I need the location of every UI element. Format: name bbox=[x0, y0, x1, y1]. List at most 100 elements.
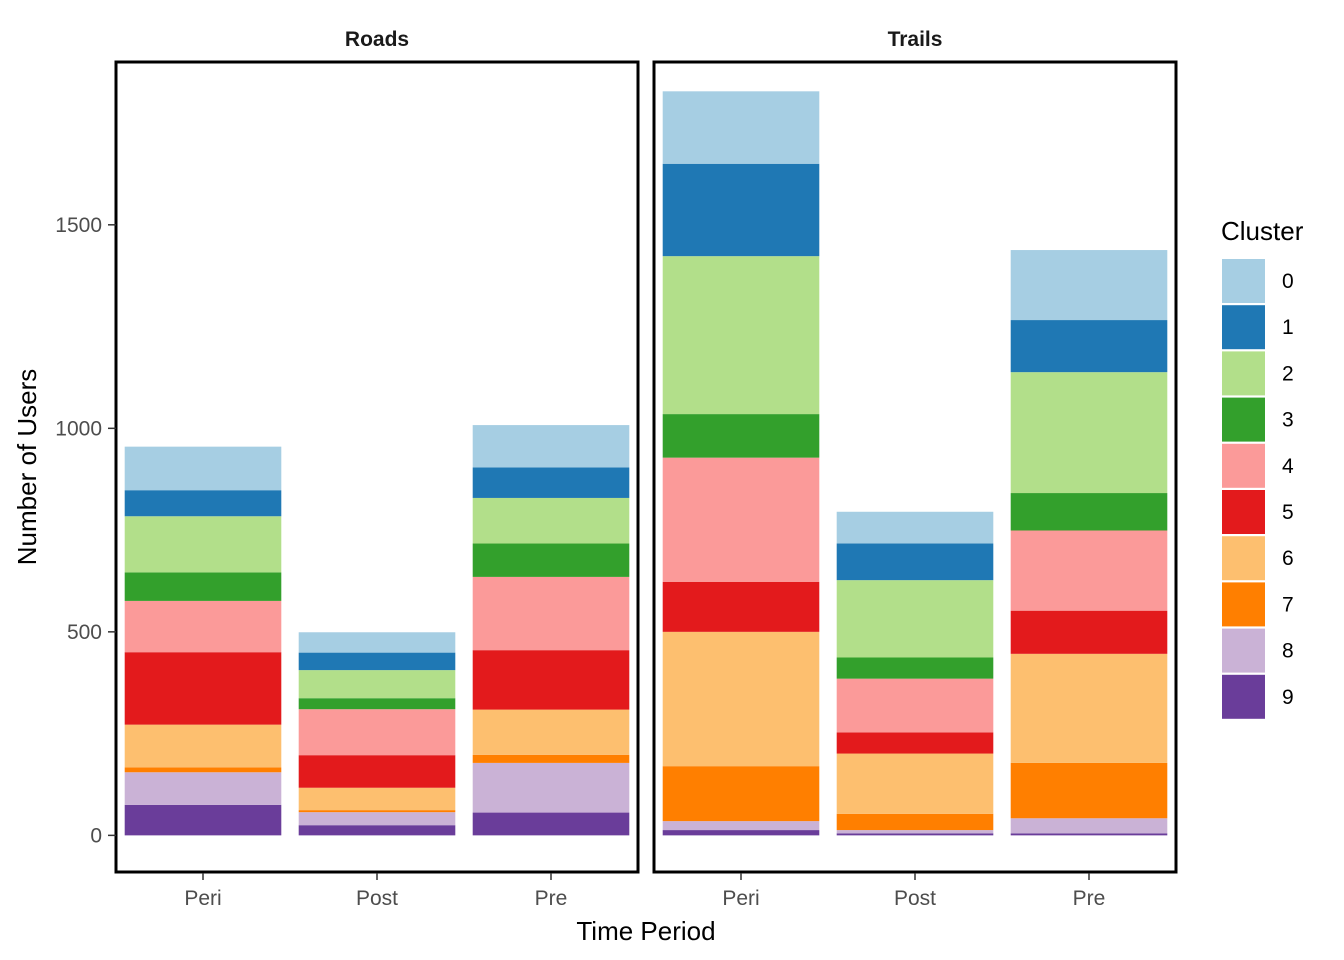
bar-segment-trails-peri-cluster-3 bbox=[662, 414, 820, 458]
legend-label-5: 5 bbox=[1282, 501, 1294, 524]
bar-segment-trails-post-cluster-1 bbox=[836, 543, 994, 581]
x-tick-label-trails-pre: Pre bbox=[1073, 887, 1106, 910]
bar-segment-trails-pre-cluster-4 bbox=[1010, 530, 1168, 611]
bar-segment-roads-pre-cluster-8 bbox=[472, 762, 630, 813]
bar-segment-trails-post-cluster-5 bbox=[836, 732, 994, 754]
legend-key-6 bbox=[1222, 536, 1265, 581]
legend-label-9: 9 bbox=[1282, 686, 1294, 709]
bar-segment-roads-pre-cluster-2 bbox=[472, 497, 630, 544]
bar-segment-roads-peri-cluster-5 bbox=[124, 652, 282, 725]
legend-label-2: 2 bbox=[1282, 362, 1294, 385]
legend-label-7: 7 bbox=[1282, 593, 1294, 616]
bar-segment-trails-pre-cluster-1 bbox=[1010, 320, 1168, 373]
bar-segment-trails-pre-cluster-0 bbox=[1010, 250, 1168, 321]
bar-segment-roads-pre-cluster-9 bbox=[472, 812, 630, 836]
bar-segment-trails-post-cluster-7 bbox=[836, 813, 994, 831]
bar-segment-roads-peri-cluster-4 bbox=[124, 600, 282, 653]
bar-segment-roads-post-cluster-3 bbox=[298, 698, 456, 710]
x-tick-label-trails-peri: Peri bbox=[722, 887, 759, 910]
bar-segment-trails-pre-cluster-6 bbox=[1010, 653, 1168, 763]
bar-segment-trails-pre-cluster-3 bbox=[1010, 493, 1168, 531]
bar-segment-roads-peri-cluster-3 bbox=[124, 572, 282, 601]
x-tick-label-roads-peri: Peri bbox=[184, 887, 221, 910]
bar-segment-trails-peri-cluster-4 bbox=[662, 457, 820, 582]
legend-label-6: 6 bbox=[1282, 547, 1294, 570]
bar-segment-roads-pre-cluster-5 bbox=[472, 650, 630, 710]
y-tick-label-0: 0 bbox=[90, 824, 102, 847]
bar-segment-roads-pre-cluster-0 bbox=[472, 425, 630, 468]
x-tick-label-roads-post: Post bbox=[356, 887, 398, 910]
bar-segment-trails-pre-cluster-9 bbox=[1010, 833, 1168, 836]
legend-key-4 bbox=[1222, 443, 1265, 488]
bar-segment-roads-pre-cluster-6 bbox=[472, 709, 630, 755]
y-tick-label-500: 500 bbox=[67, 621, 102, 644]
bar-segment-roads-peri-cluster-2 bbox=[124, 516, 282, 573]
panel-trails-border bbox=[652, 60, 1178, 874]
legend-key-2 bbox=[1222, 351, 1265, 396]
panel-roads-border bbox=[114, 60, 640, 874]
bar-segment-trails-pre-cluster-8 bbox=[1010, 818, 1168, 834]
bar-segment-roads-post-cluster-6 bbox=[298, 787, 456, 811]
bar-segment-roads-pre-cluster-3 bbox=[472, 543, 630, 577]
bar-segment-roads-post-cluster-2 bbox=[298, 670, 456, 699]
legend-key-3 bbox=[1222, 397, 1265, 442]
facet-title-roads: Roads bbox=[345, 28, 409, 51]
bar-segment-trails-peri-cluster-1 bbox=[662, 163, 820, 257]
y-tick-label-1000: 1000 bbox=[55, 417, 102, 440]
legend-key-8 bbox=[1222, 628, 1265, 673]
bar-segment-trails-peri-cluster-5 bbox=[662, 581, 820, 632]
y-tick-label-1500: 1500 bbox=[55, 214, 102, 237]
legend-label-0: 0 bbox=[1282, 270, 1294, 293]
bar-segment-trails-peri-cluster-2 bbox=[662, 256, 820, 415]
bar-segment-roads-pre-cluster-4 bbox=[472, 576, 630, 651]
bars-layer bbox=[124, 91, 1168, 836]
bar-segment-roads-pre-cluster-7 bbox=[472, 754, 630, 763]
bar-segment-roads-peri-cluster-0 bbox=[124, 446, 282, 491]
bar-segment-trails-peri-cluster-9 bbox=[662, 830, 820, 836]
bar-segment-roads-post-cluster-4 bbox=[298, 709, 456, 756]
bar-segment-trails-post-cluster-2 bbox=[836, 580, 994, 658]
bar-segment-roads-post-cluster-7 bbox=[298, 810, 456, 813]
x-tick-label-trails-post: Post bbox=[894, 887, 936, 910]
bar-segment-trails-peri-cluster-0 bbox=[662, 91, 820, 164]
legend-key-9 bbox=[1222, 674, 1265, 719]
legend-key-1 bbox=[1222, 305, 1265, 350]
bar-segment-roads-post-cluster-9 bbox=[298, 825, 456, 836]
legend-label-4: 4 bbox=[1282, 455, 1294, 478]
legend-key-0 bbox=[1222, 259, 1265, 303]
bar-segment-trails-post-cluster-3 bbox=[836, 657, 994, 679]
bar-segment-roads-peri-cluster-7 bbox=[124, 767, 282, 773]
y-axis-title: Number of Users bbox=[12, 369, 42, 566]
legend-key-7 bbox=[1222, 582, 1265, 627]
bar-segment-trails-pre-cluster-7 bbox=[1010, 762, 1168, 819]
bar-segment-trails-post-cluster-0 bbox=[836, 511, 994, 544]
bar-segment-trails-pre-cluster-5 bbox=[1010, 610, 1168, 654]
bar-segment-roads-pre-cluster-1 bbox=[472, 467, 630, 498]
bar-segment-roads-post-cluster-0 bbox=[298, 632, 456, 653]
bar-segment-roads-peri-cluster-1 bbox=[124, 490, 282, 517]
x-axis-title: Time Period bbox=[576, 916, 715, 946]
bar-segment-roads-post-cluster-1 bbox=[298, 652, 456, 671]
legend-label-8: 8 bbox=[1282, 640, 1294, 663]
legend: 0 1 2 3 4 5 6 7 8 9 bbox=[1222, 259, 1294, 719]
bar-segment-roads-peri-cluster-9 bbox=[124, 804, 282, 836]
legend-label-1: 1 bbox=[1282, 316, 1294, 339]
bar-segment-roads-post-cluster-8 bbox=[298, 812, 456, 826]
bar-segment-roads-post-cluster-5 bbox=[298, 755, 456, 788]
bar-segment-trails-pre-cluster-2 bbox=[1010, 372, 1168, 494]
bar-segment-roads-peri-cluster-6 bbox=[124, 724, 282, 768]
bar-segment-trails-post-cluster-6 bbox=[836, 753, 994, 814]
x-tick-label-roads-pre: Pre bbox=[535, 887, 568, 910]
legend-title: Cluster bbox=[1221, 216, 1304, 246]
bar-segment-roads-peri-cluster-8 bbox=[124, 772, 282, 805]
bar-segment-trails-peri-cluster-7 bbox=[662, 766, 820, 822]
axes-layer: Peri Post Pre Peri Post Pre 0 500 1000 1500 bbox=[55, 214, 1105, 910]
bar-segment-trails-peri-cluster-8 bbox=[662, 821, 820, 831]
bar-segment-trails-post-cluster-9 bbox=[836, 833, 994, 836]
bar-segment-trails-post-cluster-8 bbox=[836, 830, 994, 834]
bar-segment-trails-peri-cluster-6 bbox=[662, 631, 820, 767]
legend-label-3: 3 bbox=[1282, 409, 1294, 432]
bar-segment-trails-post-cluster-4 bbox=[836, 678, 994, 733]
legend-key-5 bbox=[1222, 490, 1265, 534]
